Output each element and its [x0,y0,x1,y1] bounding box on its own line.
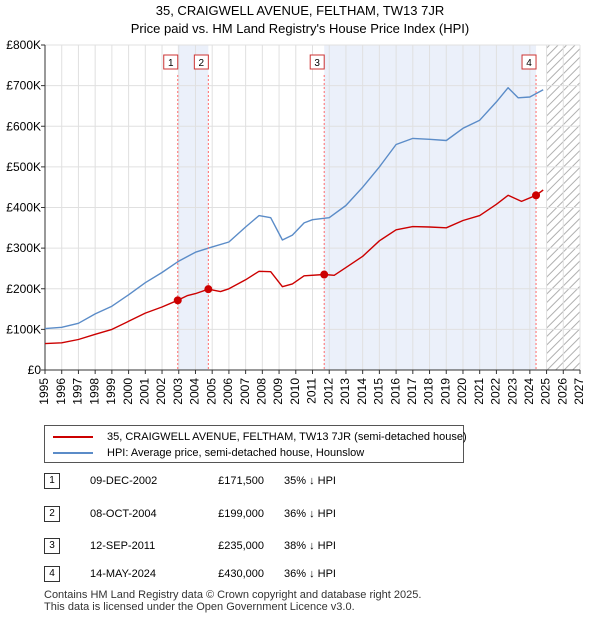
sale-hpi-diff: 36% ↓ HPI [284,568,336,580]
sale-marker-box-1 [163,54,179,70]
sale-badge: 1 [44,473,60,489]
y-tick-label: £100K [6,322,41,336]
x-tick-label: 2019 [438,378,452,405]
sale-hpi-diff: 38% ↓ HPI [284,540,336,552]
x-tick-label: 2027 [572,378,586,405]
sale-price: £430,000 [218,568,264,580]
sale-marker-box-4 [521,54,537,70]
legend-label-property: 35, CRAIGWELL AVENUE, FELTHAM, TW13 7JR … [107,431,467,443]
sale-date: 08-OCT-2004 [90,508,157,520]
sale-point-1 [173,296,182,305]
title-line-2: Price paid vs. HM Land Registry's House … [130,21,470,36]
x-tick-label: 2015 [372,378,386,405]
x-tick-label: 2002 [154,378,168,405]
x-tick-label: 2023 [505,378,519,405]
y-tick-label: £400K [6,201,41,215]
y-tick-label: £300K [6,241,41,255]
x-tick-label: 2016 [388,378,402,405]
sale-marker-box-3 [309,54,325,70]
x-tick-label: 2018 [422,378,436,405]
y-tick-label: £700K [6,79,41,93]
x-tick-label: 2024 [522,378,536,405]
x-tick-label: 2009 [271,378,285,405]
x-tick-label: 2004 [188,378,202,405]
sale-marker-label-3: 3 [314,58,320,69]
sale-badge: 2 [44,506,60,522]
x-tick-label: 2012 [321,378,335,405]
y-tick-label: £500K [6,160,41,174]
x-tick-label: 2026 [555,378,569,405]
sale-price: £199,000 [218,508,264,520]
price-chart: £0 £100K £200K £300K £400K £500K £600K £700K £80… [6,38,586,405]
footer-line-1: Contains HM Land Registry data © Crown c… [44,589,422,601]
x-tick-label: 2020 [455,378,469,405]
table-row: 3 12-SEP-2011 £235,000 38% ↓ HPI [44,538,584,554]
sale-hpi-diff: 35% ↓ HPI [284,475,336,487]
x-tick-label: 2008 [255,378,269,405]
sale-marker-box-2 [193,54,209,70]
sale-badge: 3 [44,538,60,554]
x-tick-label: 1996 [54,378,68,405]
x-tick-label: 2022 [489,378,503,405]
x-tick-label: 1998 [87,378,101,405]
table-row: 2 08-OCT-2004 £199,000 36% ↓ HPI [44,506,584,522]
sale-point-3 [320,270,329,279]
sale-badge: 4 [44,566,60,582]
property-price-line [44,189,544,345]
x-tick-label: 2010 [288,378,302,405]
x-tick-label: 1995 [37,378,51,405]
sale-hpi-diff: 36% ↓ HPI [284,508,336,520]
sale-marker-label-4: 4 [526,58,532,69]
footer-line-2: This data is licensed under the Open Gov… [44,601,355,613]
sale-date: 12-SEP-2011 [90,540,156,552]
sale-point-2 [204,285,213,294]
y-tick-label: £600K [6,119,41,133]
x-tick-label: 2014 [355,378,369,405]
x-tick-label: 2005 [204,378,218,405]
legend-swatch-hpi [53,452,93,454]
x-tick-label: 2011 [305,378,319,404]
sale-marker-label-1: 1 [168,58,174,69]
table-row: 4 14-MAY-2024 £430,000 36% ↓ HPI [44,566,584,582]
chart-legend: 35, CRAIGWELL AVENUE, FELTHAM, TW13 7JR … [44,425,467,463]
y-tick-label: £200K [6,282,41,296]
legend-swatch-property [53,436,93,438]
x-tick-label: 2013 [338,378,352,405]
table-row: 1 09-DEC-2002 £171,500 35% ↓ HPI [44,473,584,489]
x-tick-label: 2003 [171,378,185,405]
x-tick-label: 2001 [137,378,151,405]
x-tick-label: 1997 [71,378,85,405]
legend-label-hpi: HPI: Average price, semi-detached house,… [107,447,365,459]
x-tick-label: 2017 [405,378,419,405]
sale-marker-label-2: 2 [199,58,205,69]
y-tick-label: £800K [6,38,41,52]
sale-date: 09-DEC-2002 [90,475,158,487]
sale-price: £171,500 [218,475,264,487]
y-tick-label: £0 [28,363,42,377]
hpi-line [44,87,544,330]
sale-point-4 [532,191,541,200]
sale-date: 14-MAY-2024 [90,568,157,580]
x-tick-label: 2006 [221,378,235,405]
x-tick-label: 1999 [104,378,118,405]
x-tick-label: 2007 [238,378,252,405]
x-tick-label: 2025 [539,378,553,405]
sale-price: £235,000 [218,540,264,552]
title-line-1: 35, CRAIGWELL AVENUE, FELTHAM, TW13 7JR [155,3,445,18]
chart-title: 35, CRAIGWELL AVENUE, FELTHAM, TW13 7JR … [0,2,600,38]
x-tick-label: 2000 [121,378,135,405]
x-tick-label: 2021 [472,378,486,405]
footer-attribution: Contains HM Land Registry data © Crown c… [44,589,421,613]
